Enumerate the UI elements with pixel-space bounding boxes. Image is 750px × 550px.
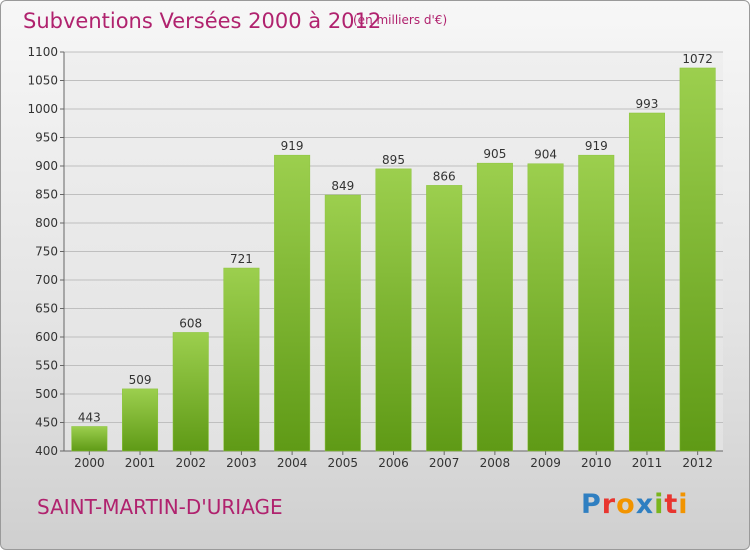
x-tick-label: 2000: [74, 456, 105, 470]
brand-letter: P: [581, 489, 602, 520]
y-tick-label: 750: [35, 245, 58, 259]
bar-value-label: 993: [636, 97, 659, 111]
y-tick-label: 800: [35, 216, 58, 230]
bar: [578, 154, 615, 452]
y-tick-label: 400: [35, 444, 58, 458]
x-tick-label: 2002: [175, 456, 206, 470]
x-tick-label: 2010: [581, 456, 612, 470]
y-tick-label: 550: [35, 359, 58, 373]
bar-value-label: 849: [331, 179, 354, 193]
bar-value-label: 919: [585, 139, 608, 153]
bar-value-label: 895: [382, 153, 405, 167]
y-tick-label: 850: [35, 188, 58, 202]
bar-value-label: 866: [433, 169, 456, 183]
bar: [122, 388, 159, 452]
y-tick-label: 1050: [27, 74, 58, 88]
bar: [223, 267, 260, 452]
chart-title: Subventions Versées 2000 à 2012: [23, 9, 382, 33]
bar: [527, 163, 564, 452]
brand-letter: o: [616, 489, 636, 520]
bar-value-label: 1072: [682, 52, 713, 66]
brand-letter: r: [601, 489, 617, 520]
proxiti-logo[interactable]: Proxiti: [581, 489, 689, 520]
bar: [375, 168, 412, 452]
bar: [426, 185, 463, 452]
chart-subtitle: (en milliers d'€): [353, 13, 448, 27]
bar: [679, 67, 716, 452]
x-tick-label: 2004: [277, 456, 308, 470]
y-tick-label: 500: [35, 387, 58, 401]
bar-value-label: 721: [230, 252, 253, 266]
x-tick-label: 2005: [328, 456, 359, 470]
bar-value-label: 443: [78, 410, 101, 424]
bar-value-label: 904: [534, 148, 557, 162]
bar: [324, 194, 361, 452]
x-tick-label: 2006: [378, 456, 409, 470]
bar-value-label: 608: [179, 316, 202, 330]
brand-letter: i: [654, 489, 665, 520]
bar: [71, 426, 108, 452]
commune-name: SAINT-MARTIN-D'URIAGE: [37, 495, 283, 519]
y-tick-label: 700: [35, 273, 58, 287]
bar-value-label: 905: [483, 147, 506, 161]
y-tick-label: 650: [35, 302, 58, 316]
y-tick-label: 1000: [27, 102, 58, 116]
brand-letter: i: [678, 489, 689, 520]
brand-letter: x: [635, 489, 655, 520]
x-tick-label: 2009: [530, 456, 561, 470]
brand-letter: t: [664, 489, 679, 520]
y-tick-label: 600: [35, 330, 58, 344]
y-tick-label: 1100: [27, 45, 58, 59]
bar: [476, 162, 513, 452]
x-tick-label: 2007: [429, 456, 460, 470]
bar: [274, 154, 311, 452]
bar: [172, 332, 209, 452]
x-tick-label: 2001: [125, 456, 156, 470]
y-tick-label: 900: [35, 159, 58, 173]
x-tick-label: 2012: [682, 456, 713, 470]
y-tick-label: 450: [35, 416, 58, 430]
y-tick-label: 950: [35, 131, 58, 145]
bar: [628, 112, 665, 452]
x-tick-label: 2011: [632, 456, 663, 470]
x-tick-label: 2003: [226, 456, 257, 470]
x-tick-label: 2008: [480, 456, 511, 470]
bar-value-label: 919: [281, 139, 304, 153]
bar-value-label: 509: [129, 373, 152, 387]
